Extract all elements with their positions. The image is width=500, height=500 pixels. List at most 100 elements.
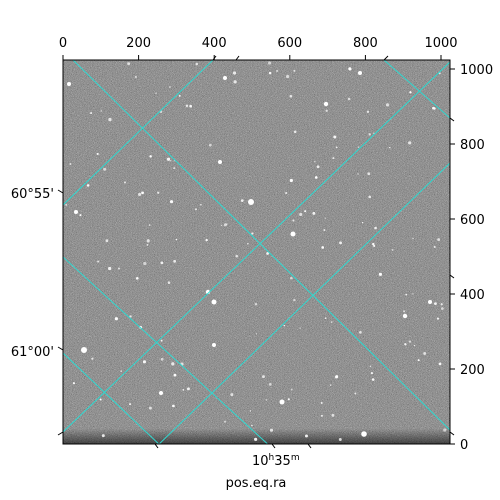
star <box>367 172 371 176</box>
star <box>99 398 102 401</box>
bright-star <box>323 101 329 107</box>
bright-star <box>290 231 296 237</box>
top-tick-200: 200 <box>126 36 151 51</box>
star <box>141 191 144 195</box>
star <box>321 246 325 249</box>
star <box>304 210 307 213</box>
star <box>440 303 443 306</box>
right-tick-600: 600 <box>460 213 485 228</box>
star <box>235 254 239 258</box>
star <box>208 143 212 147</box>
star <box>205 238 208 242</box>
star <box>268 71 272 75</box>
star <box>293 69 296 72</box>
star <box>108 266 112 271</box>
right-tick-800: 800 <box>460 138 485 153</box>
bright-star <box>159 391 163 395</box>
star <box>146 239 150 243</box>
top-tick-600: 600 <box>277 36 302 51</box>
star <box>290 276 293 280</box>
star <box>254 303 258 306</box>
star <box>249 410 251 412</box>
star <box>290 388 293 391</box>
star <box>369 365 372 368</box>
star <box>441 307 444 310</box>
tick-mark <box>449 274 455 279</box>
tick-mark <box>235 55 240 61</box>
star <box>108 117 112 122</box>
star <box>366 110 370 114</box>
star <box>408 340 412 343</box>
tick-mark <box>449 431 455 436</box>
star <box>266 252 269 255</box>
star <box>354 392 357 395</box>
star <box>182 388 185 391</box>
star <box>268 61 272 65</box>
star <box>409 91 412 94</box>
star <box>333 135 337 139</box>
star <box>69 163 72 165</box>
star <box>316 165 320 169</box>
star <box>79 214 82 217</box>
grid-line <box>72 60 450 431</box>
star <box>143 261 147 266</box>
star <box>149 155 152 158</box>
top-tick-800: 800 <box>353 36 378 51</box>
star <box>129 315 132 318</box>
star <box>433 245 436 248</box>
bright-star <box>428 300 432 304</box>
star <box>285 191 288 195</box>
star <box>105 239 109 243</box>
top-tick-400: 400 <box>202 36 227 51</box>
star <box>324 217 327 219</box>
star <box>436 317 440 320</box>
star <box>434 302 437 306</box>
star <box>65 203 68 206</box>
bright-star <box>223 76 227 80</box>
star <box>293 130 297 134</box>
bright-star <box>212 343 216 347</box>
star <box>432 106 435 110</box>
star <box>255 333 257 335</box>
grid-line <box>158 162 450 444</box>
star <box>194 208 197 211</box>
top-tick-1000: 1000 <box>424 36 457 51</box>
star <box>157 191 160 194</box>
star <box>254 437 258 441</box>
star <box>443 428 447 432</box>
bright-star <box>218 160 222 164</box>
star <box>339 241 342 245</box>
star <box>173 167 176 170</box>
grid-line <box>63 61 450 433</box>
star <box>314 176 318 179</box>
star <box>417 359 420 362</box>
star <box>138 192 142 196</box>
star <box>146 244 149 246</box>
star <box>320 414 323 417</box>
star <box>100 110 103 112</box>
bright-star <box>81 347 87 353</box>
star <box>373 132 375 134</box>
star <box>299 212 303 217</box>
star <box>167 281 171 284</box>
bright-star <box>211 299 217 305</box>
grid-line <box>63 256 269 444</box>
star <box>160 261 164 265</box>
axis-ticks <box>57 55 455 449</box>
star <box>324 317 327 319</box>
star <box>186 387 190 391</box>
star <box>370 372 373 375</box>
bright-star <box>74 210 78 214</box>
star <box>329 384 332 386</box>
star <box>359 330 362 334</box>
star <box>185 104 189 108</box>
star <box>320 402 323 404</box>
star <box>166 157 171 161</box>
star <box>101 434 105 438</box>
star <box>412 237 414 239</box>
star <box>142 360 147 364</box>
star <box>129 403 131 405</box>
right-axis-labels: 0 200 400 600 800 1000 <box>460 63 493 453</box>
star <box>305 434 308 438</box>
plot-frame <box>62 59 451 445</box>
